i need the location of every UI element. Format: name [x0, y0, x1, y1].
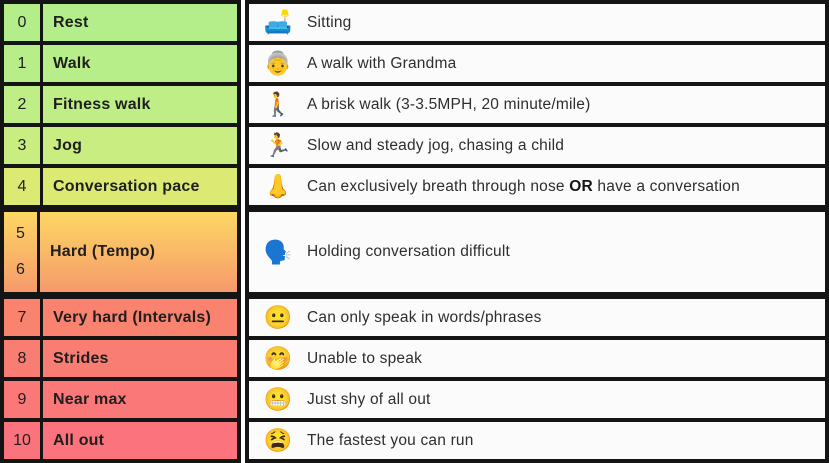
effort-row: 1 Walk [4, 45, 237, 86]
effort-label: Walk [53, 54, 91, 72]
level-number: 10 [13, 431, 31, 449]
nose-emoji: 👃 [263, 173, 293, 199]
level-cell: 0 [4, 4, 43, 41]
level-number: 0 [17, 13, 27, 31]
description-row: 🚶 A brisk walk (3-3.5MPH, 20 minute/mile… [249, 86, 825, 127]
description-row: 🗣️ Holding conversation difficult [249, 212, 825, 299]
level-cell: 4 [4, 168, 43, 205]
level-cell: 2 [4, 86, 43, 123]
effort-description: Slow and steady jog, chasing a child [307, 136, 565, 154]
effort-label: Fitness walk [53, 95, 151, 113]
effort-row: 3 Jog [4, 127, 237, 168]
effort-description: A walk with Grandma [307, 54, 457, 72]
effort-label: Very hard (Intervals) [53, 308, 212, 326]
grimacing-face-emoji: 😬 [263, 386, 293, 412]
effort-row: 8 Strides [4, 340, 237, 381]
effort-row: 7 Very hard (Intervals) [4, 299, 237, 340]
effort-row: 2 Fitness walk [4, 86, 237, 127]
level-cell: 3 [4, 127, 43, 164]
effort-label: Rest [53, 13, 89, 31]
level-cell: 1 [4, 45, 43, 82]
description-row: 🏃 Slow and steady jog, chasing a child [249, 127, 825, 168]
effort-label: Strides [53, 349, 109, 367]
description-row: 👃 Can exclusively breath through nose OR… [249, 168, 825, 212]
effort-description: A brisk walk (3-3.5MPH, 20 minute/mile) [307, 95, 591, 113]
older-woman-emoji: 👵 [263, 50, 293, 76]
person-running-emoji: 🏃 [263, 132, 293, 158]
description-row: 👵 A walk with Grandma [249, 45, 825, 86]
speaking-head-emoji: 🗣️ [263, 238, 293, 265]
level-number: 7 [17, 308, 27, 326]
tired-face-emoji: 😫 [263, 427, 293, 453]
description-row: 😬 Just shy of all out [249, 381, 825, 422]
neutral-face-emoji: 😐 [263, 304, 293, 330]
effort-description: Sitting [307, 13, 352, 31]
effort-label: Jog [53, 136, 83, 154]
effort-description: Unable to speak [307, 349, 423, 367]
effort-label: All out [53, 431, 105, 449]
effort-level-table: 0 Rest 1 Walk 2 Fitness walk 3 Jog 4 Con… [0, 0, 241, 463]
effort-row: 9 Near max [4, 381, 237, 422]
level-number: 4 [17, 177, 27, 195]
effort-label: Near max [53, 390, 127, 408]
level-cell: 8 [4, 340, 43, 377]
level-cell: 9 [4, 381, 43, 418]
level-number: 3 [17, 136, 27, 154]
effort-description-table: 🛋️ Sitting 👵 A walk with Grandma 🚶 A bri… [245, 0, 829, 463]
effort-row: 10 All out [4, 422, 237, 459]
person-walking-emoji: 🚶 [263, 91, 293, 117]
effort-description: Holding conversation difficult [307, 243, 511, 260]
level-number: 2 [17, 95, 27, 113]
level-number: 5 [16, 225, 25, 242]
effort-label: Conversation pace [53, 177, 200, 195]
description-row: 🛋️ Sitting [249, 4, 825, 45]
description-row: 😫 The fastest you can run [249, 422, 825, 459]
couch-and-lamp-emoji: 🛋️ [263, 9, 293, 35]
effort-description: Can exclusively breath through nose OR h… [307, 177, 740, 195]
description-row: 🤭 Unable to speak [249, 340, 825, 381]
effort-description: Can only speak in words/phrases [307, 308, 542, 326]
level-cell: 10 [4, 422, 43, 459]
effort-row: 0 Rest [4, 4, 237, 45]
description-row: 😐 Can only speak in words/phrases [249, 299, 825, 340]
face-with-hand-over-mouth-emoji: 🤭 [263, 345, 293, 371]
level-number: 9 [17, 390, 27, 408]
effort-row: 4 Conversation pace [4, 168, 237, 212]
effort-description: Just shy of all out [307, 390, 431, 408]
level-number: 1 [17, 54, 27, 72]
effort-description: The fastest you can run [307, 431, 474, 449]
level-cell: 7 [4, 299, 43, 336]
level-number: 8 [17, 349, 27, 367]
effort-label: Hard (Tempo) [50, 243, 156, 260]
level-number: 6 [16, 261, 25, 278]
